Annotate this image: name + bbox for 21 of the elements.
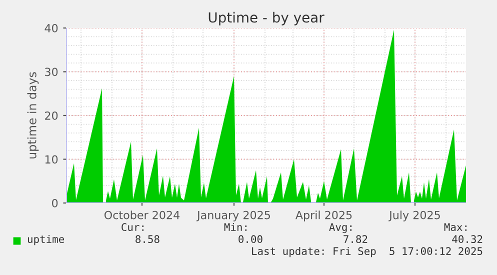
y-tick-label: 10 bbox=[45, 155, 58, 164]
y-tick-label: 0 bbox=[52, 198, 58, 208]
text: 8.58 bbox=[136, 235, 160, 244]
x-tick-label: April 2025 bbox=[295, 210, 352, 222]
chart-title: Uptime - by year bbox=[208, 12, 324, 26]
text: Min: bbox=[224, 222, 246, 231]
text: 0.00 bbox=[238, 235, 262, 244]
text: Avg: bbox=[329, 223, 352, 234]
y-axis-title: uptime in days bbox=[27, 72, 39, 158]
text: Last update: Fri Sep 5 17:00:12 2025 bbox=[252, 246, 482, 258]
text: 7.82 bbox=[344, 235, 368, 244]
x-tick-label: October 2024 bbox=[104, 210, 180, 220]
y-tick-label: 30 bbox=[45, 68, 58, 76]
y-tick-label: 40 bbox=[44, 24, 58, 32]
y-tick-label: 20 bbox=[45, 111, 58, 120]
text: 40.32 bbox=[452, 235, 482, 244]
legend-label: uptime bbox=[28, 234, 64, 246]
x-tick-label: January 2025 bbox=[196, 210, 270, 222]
text: Cur: bbox=[122, 223, 144, 232]
text: Max: bbox=[444, 223, 466, 232]
x-tick-label: July 2025 bbox=[388, 210, 440, 222]
